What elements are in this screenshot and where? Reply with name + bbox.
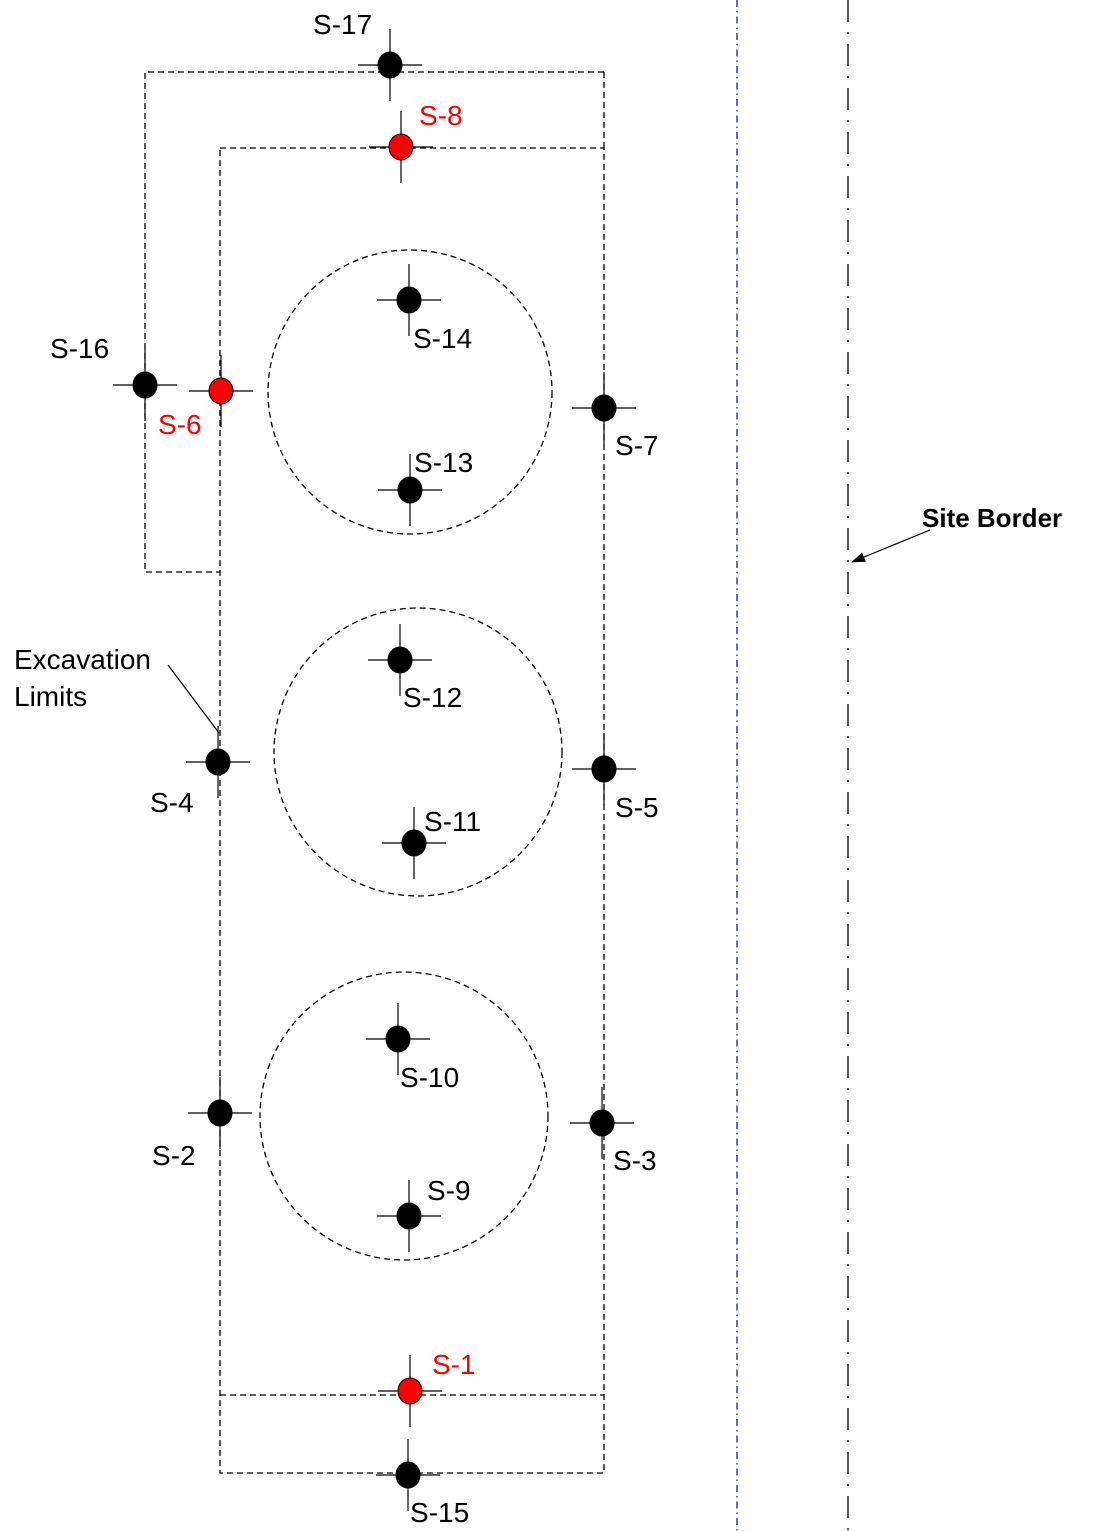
sample-point-s-15: S-15: [376, 1439, 469, 1528]
sample-point-s-2: S-2: [152, 1077, 252, 1171]
sample-marker-dot: [591, 755, 617, 783]
sample-point-s-17: S-17: [313, 9, 422, 101]
sample-point-s-9: S-9: [377, 1175, 471, 1252]
excavation-limits-leader: [167, 664, 220, 734]
sample-marker-dot: [401, 829, 427, 857]
sample-label-s-13: S-13: [414, 447, 473, 478]
site-border-leader-arrow: [851, 529, 931, 563]
excavation-limits-label-line2: Limits: [14, 681, 87, 712]
sample-point-s-5: S-5: [572, 733, 659, 823]
sample-label-s-8: S-8: [419, 100, 463, 131]
sample-marker-dot: [397, 1377, 423, 1405]
sample-label-s-1: S-1: [432, 1349, 476, 1380]
sample-marker-dot: [397, 476, 423, 504]
sample-label-s-16: S-16: [50, 333, 109, 364]
sample-marker-dot: [396, 286, 422, 314]
sample-label-s-11: S-11: [424, 806, 481, 837]
sample-point-s-16: S-16: [50, 333, 177, 421]
sample-marker-dot: [385, 1025, 411, 1053]
excavation-circle-upper: [267, 249, 553, 535]
excavation-circle-middle: [273, 607, 563, 897]
sample-label-s-6: S-6: [158, 409, 202, 440]
sample-marker-dot: [132, 371, 158, 399]
excavation-circle-lower: [259, 971, 549, 1261]
sample-point-s-1: S-1: [378, 1349, 476, 1427]
site-border-label: Site Border: [922, 503, 1062, 533]
sample-point-s-14: S-14: [377, 264, 472, 354]
sample-point-s-8: S-8: [369, 100, 463, 183]
excavation-limits-main: [219, 147, 605, 1474]
sample-marker-dot: [396, 1202, 422, 1230]
sample-label-s-3: S-3: [613, 1145, 657, 1176]
sample-label-s-2: S-2: [152, 1140, 196, 1171]
sample-marker-dot: [589, 1109, 615, 1137]
sample-label-s-4: S-4: [150, 787, 194, 818]
sample-point-s-4: S-4: [150, 726, 250, 818]
sample-label-s-7: S-7: [615, 430, 659, 461]
sample-point-s-3: S-3: [570, 1087, 657, 1176]
sample-points: S-1 S-2 S-3 S-4 S-5 S-6 S-7 S-8 S-9 S-10 S-11 S-12 S…: [50, 9, 659, 1528]
sample-marker-dot: [591, 394, 617, 422]
sample-label-s-12: S-12: [403, 682, 462, 713]
sample-point-s-6: S-6: [158, 355, 253, 440]
sample-marker-dot: [387, 646, 413, 674]
sample-marker-dot: [388, 133, 414, 161]
sample-point-s-12: S-12: [368, 624, 462, 713]
sample-point-s-13: S-13: [378, 447, 473, 526]
sample-marker-dot: [205, 748, 231, 776]
sample-label-s-15: S-15: [410, 1497, 469, 1528]
sample-label-s-17: S-17: [313, 9, 372, 40]
sample-marker-dot: [377, 51, 403, 79]
sample-point-s-11: S-11: [382, 806, 481, 879]
sample-label-s-5: S-5: [615, 792, 659, 823]
sample-point-s-7: S-7: [572, 372, 659, 461]
sample-point-s-10: S-10: [366, 1003, 459, 1093]
sample-marker-dot: [207, 1099, 233, 1127]
excavation-limits-label-line1: Excavation: [14, 644, 151, 675]
sample-label-s-10: S-10: [400, 1062, 459, 1093]
sample-label-s-14: S-14: [413, 323, 472, 354]
sample-marker-dot: [208, 377, 234, 405]
sample-marker-dot: [395, 1461, 421, 1489]
sample-label-s-9: S-9: [427, 1175, 471, 1206]
